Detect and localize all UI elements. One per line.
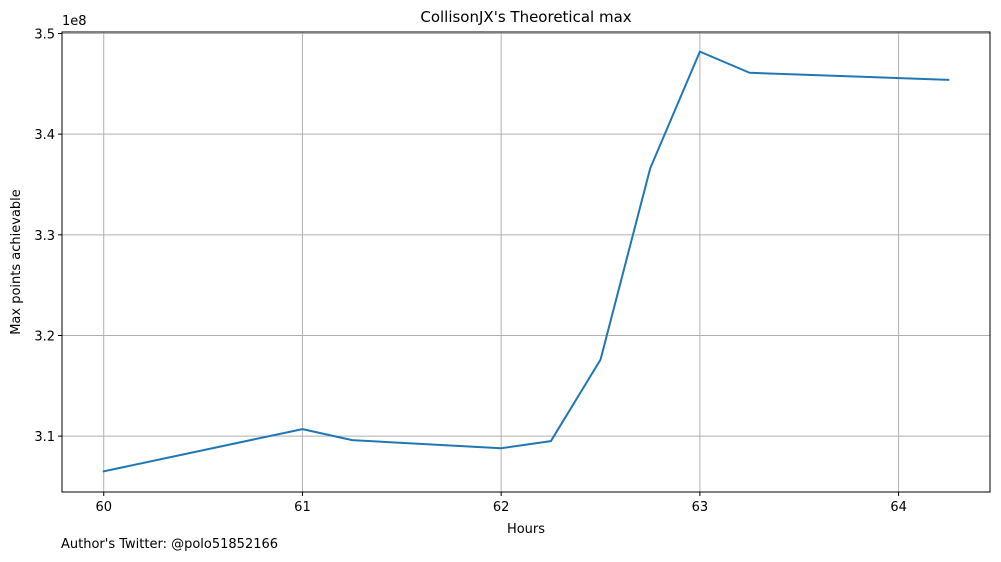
x-tick-label: 63 — [692, 500, 709, 515]
data-point — [600, 359, 602, 361]
data-point — [749, 72, 751, 74]
plot-frame — [61, 31, 991, 493]
data-point — [947, 79, 949, 81]
x-axis-label: Hours — [507, 522, 545, 537]
author-credit: Author's Twitter: @polo51852166 — [61, 537, 279, 552]
data-point — [301, 428, 303, 430]
data-point — [103, 470, 105, 472]
y-axis-offset-label: 1e8 — [62, 14, 87, 29]
y-tick-label: 3.1 — [34, 430, 55, 445]
data-point — [500, 447, 502, 449]
x-tick-label: 60 — [95, 500, 112, 515]
data-point — [351, 439, 353, 441]
ticks: 60 61 62 63 64 3.1 3.2 3.3 3.4 3.5 — [34, 28, 907, 515]
chart-title: CollisonJX's Theoretical max — [420, 8, 631, 26]
data-point — [550, 440, 552, 442]
data-point — [699, 51, 701, 53]
data-point — [649, 167, 651, 169]
x-tick-label: 64 — [890, 500, 907, 515]
y-tick-label: 3.4 — [34, 128, 55, 143]
grid — [62, 32, 990, 492]
x-tick-label: 62 — [493, 500, 510, 515]
series-line — [102, 50, 950, 473]
y-axis-label: Max points achievable — [9, 189, 24, 335]
y-tick-label: 3.2 — [34, 329, 55, 344]
y-tick-label: 3.3 — [34, 229, 55, 244]
series-layer — [102, 50, 950, 473]
x-tick-label: 61 — [294, 500, 311, 515]
y-tick-label: 3.5 — [34, 28, 55, 43]
